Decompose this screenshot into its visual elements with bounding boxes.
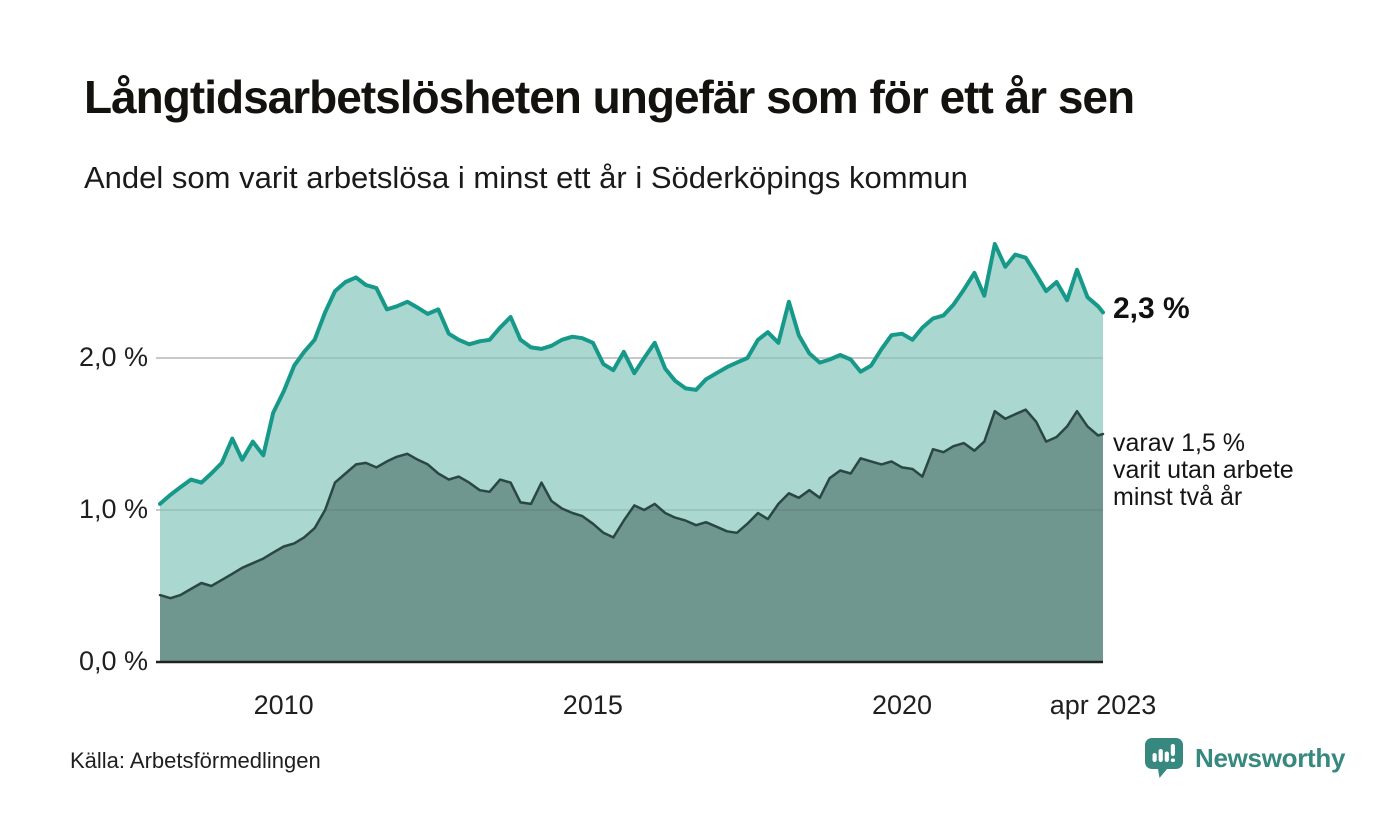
brand-logo: Newsworthy	[1145, 738, 1345, 780]
secondary-value-line2: varit utan arbete	[1113, 456, 1294, 484]
source-credit: Källa: Arbetsförmedlingen	[70, 748, 321, 773]
x-tick-2015: 2015	[562, 690, 623, 720]
series-line-two-years	[158, 408, 1105, 600]
newsworthy-icon	[1145, 738, 1183, 778]
page-title: Långtidsarbetslösheten ungefär som för e…	[84, 71, 1135, 123]
x-tick-apr-2023: apr 2023	[1049, 690, 1157, 720]
x-tick-2010: 2010	[253, 690, 314, 720]
secondary-value-line1: varav 1,5 %	[1113, 429, 1246, 457]
brand-wordmark: Newsworthy	[1195, 743, 1346, 773]
secondary-value-line3: minst två år	[1113, 483, 1243, 511]
area-fill-two-years	[160, 409, 1103, 662]
gridlines-overlay	[156, 357, 1103, 511]
x-tick-2020: 2020	[871, 690, 933, 720]
series-line-total	[158, 242, 1105, 506]
y-tick-0: 0,0 %	[78, 646, 148, 676]
secondary-value-label: varav 1,5 % varit utan arbete minst två …	[1113, 430, 1294, 511]
latest-value-label: 2,3 %	[1113, 292, 1190, 326]
chart-subtitle: Andel som varit arbetslösa i minst ett å…	[84, 160, 968, 195]
y-tick-1: 1,0 %	[78, 494, 148, 524]
y-tick-2: 2,0 %	[78, 342, 148, 372]
